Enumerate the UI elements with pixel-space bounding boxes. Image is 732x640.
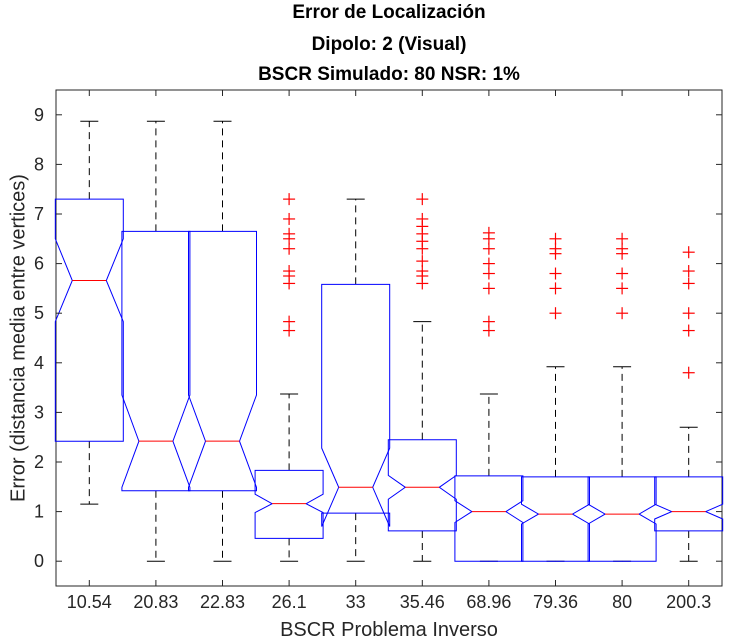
outlier-marker	[549, 232, 562, 245]
outlier-marker	[283, 212, 296, 225]
y-axis-label: Error (distancia media entre vertices)	[7, 174, 29, 502]
outlier-marker	[482, 315, 495, 328]
y-tick-label: 2	[34, 452, 44, 472]
notched-box	[321, 283, 391, 527]
x-tick-label: 80	[612, 592, 632, 612]
outlier-marker	[549, 307, 562, 320]
outlier-marker	[283, 265, 296, 278]
x-tick-label: 200.3	[666, 592, 711, 612]
box-22.83	[188, 120, 257, 562]
notched-box	[521, 476, 590, 562]
outlier-marker	[283, 315, 296, 328]
chart-title: Error de Localización Dipolo: 2 (Visual)…	[258, 2, 520, 85]
x-tick-label: 68.96	[466, 592, 511, 612]
x-tick-label: 10.54	[67, 592, 112, 612]
box-series	[54, 120, 724, 562]
notched-box	[54, 198, 124, 442]
notched-box	[188, 230, 257, 492]
box-79.36	[521, 232, 590, 562]
box-68.96	[454, 226, 524, 562]
x-axis-ticks: 10.54 20.83 22.83 26.1 33 35.46 68.96 79.36 80 20…	[67, 90, 711, 612]
chart-title-line-3: BSCR Simulado: 80 NSR: 1%	[258, 64, 520, 85]
outlier-marker	[616, 307, 629, 320]
box-26.1	[254, 193, 324, 562]
outlier-marker	[482, 226, 495, 239]
chart-title-line-2: Dipolo: 2 (Visual)	[312, 34, 467, 55]
outlier-marker	[283, 227, 296, 240]
box-35.46	[387, 193, 457, 562]
y-tick-label: 0	[34, 551, 44, 571]
outlier-marker	[682, 366, 695, 379]
notched-box	[587, 476, 657, 562]
outlier-marker	[682, 277, 695, 290]
x-tick-label: 22.83	[200, 592, 245, 612]
x-axis-label: BSCR Problema Inverso	[280, 619, 498, 640]
y-tick-label: 5	[34, 303, 44, 323]
outlier-marker	[549, 282, 562, 295]
outlier-marker	[416, 193, 429, 206]
outlier-marker	[616, 232, 629, 245]
chart-title-line-1: Error de Localización	[292, 2, 485, 23]
y-tick-label: 9	[34, 105, 44, 125]
box-33	[321, 198, 391, 562]
outlier-marker	[682, 265, 695, 278]
outlier-marker	[416, 212, 429, 225]
outlier-marker	[682, 246, 695, 259]
plot-area-frame	[55, 89, 723, 587]
x-tick-label: 26.1	[272, 592, 307, 612]
outlier-marker	[416, 255, 429, 268]
outlier-marker	[482, 257, 495, 270]
outlier-marker	[682, 307, 695, 320]
box-20.83	[121, 120, 191, 562]
notched-box	[387, 439, 457, 532]
x-tick-label: 20.83	[133, 592, 178, 612]
box-200.3	[654, 246, 724, 562]
outlier-marker	[283, 193, 296, 206]
x-tick-label: 35.46	[400, 592, 445, 612]
y-tick-label: 3	[34, 402, 44, 422]
y-tick-label: 1	[34, 502, 44, 522]
box-80	[587, 232, 657, 562]
y-tick-label: 6	[34, 254, 44, 274]
notched-box	[121, 230, 191, 492]
x-tick-label: 79.36	[533, 592, 578, 612]
outlier-marker	[616, 282, 629, 295]
outlier-marker	[616, 267, 629, 280]
y-tick-label: 4	[34, 353, 44, 373]
notched-box	[654, 476, 724, 532]
outlier-marker	[549, 267, 562, 280]
box-10.54	[54, 120, 124, 505]
notched-box	[254, 469, 324, 539]
y-tick-label: 7	[34, 204, 44, 224]
outlier-marker	[482, 282, 495, 295]
y-axis-ticks: 0 1 2 3 4 5 6 7 8 9	[34, 105, 722, 571]
y-tick-label: 8	[34, 154, 44, 174]
x-tick-label: 33	[346, 592, 366, 612]
notched-box	[454, 475, 524, 562]
outlier-marker	[682, 324, 695, 337]
